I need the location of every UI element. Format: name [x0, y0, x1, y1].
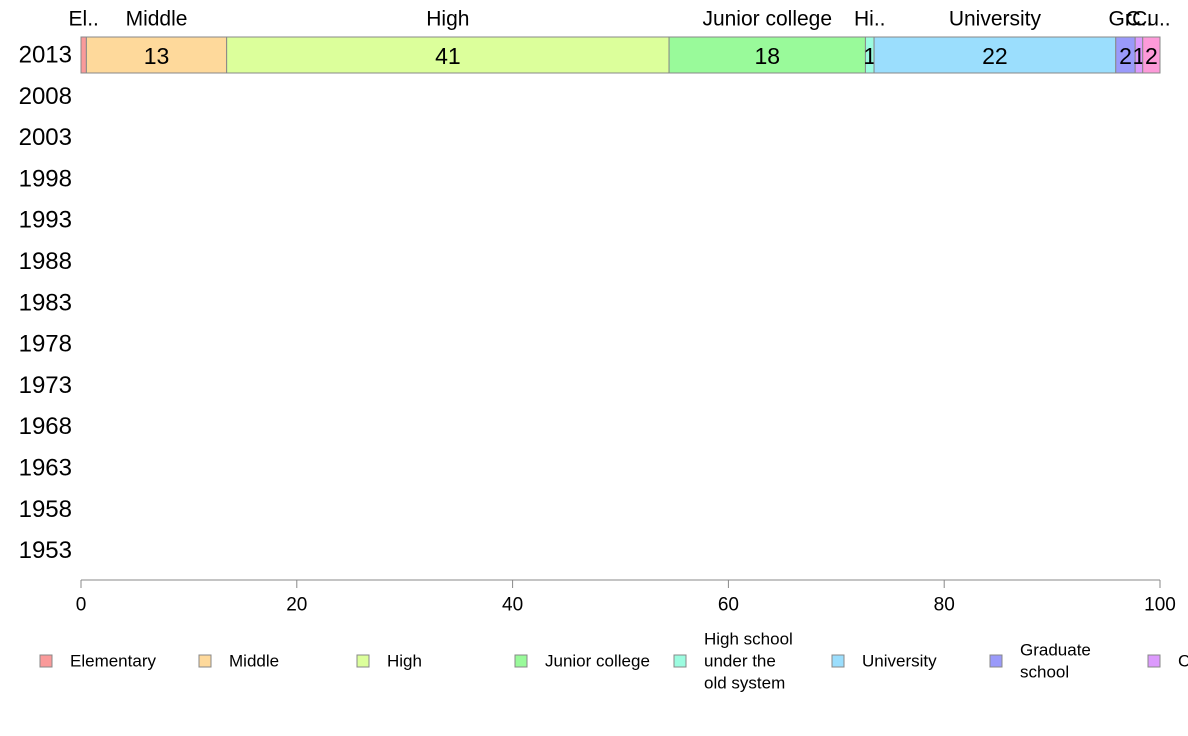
- top-series-label: El..: [69, 8, 99, 31]
- legend-label: High school: [704, 630, 793, 649]
- bar-value-label: 1: [863, 43, 876, 69]
- year-label: 1973: [19, 372, 72, 399]
- bar-segment-2013-0: [80, 36, 87, 74]
- top-series-labels: El.. Middle High Junior college Hi.. Universi…: [69, 8, 1171, 31]
- legend-label: High: [387, 652, 422, 671]
- legend-label: Graduate: [1020, 641, 1091, 660]
- year-label: 1993: [19, 207, 72, 234]
- bar-value-label: 22: [982, 43, 1008, 69]
- year-label: 1998: [19, 165, 72, 192]
- top-series-label: High: [426, 8, 469, 31]
- legend-swatch: [514, 654, 528, 668]
- year-label: 1968: [19, 413, 72, 440]
- x-axis-tick-label: 40: [502, 595, 523, 616]
- year-label: 1953: [19, 537, 72, 564]
- legend-swatch: [831, 654, 845, 668]
- bar-value-label: 41: [435, 43, 461, 69]
- top-series-label: Gr..: [1109, 8, 1143, 31]
- x-axis-tick-label: 0: [76, 595, 87, 616]
- top-series-label: C..: [1126, 8, 1153, 31]
- top-series-label: Middle: [126, 8, 188, 31]
- top-series-label: University: [949, 8, 1042, 31]
- legend-label: Elementary: [70, 652, 156, 671]
- plot-area: 13 41 18 1 22 2 1 2: [80, 36, 1161, 74]
- bar-value-label: 2: [1119, 43, 1132, 69]
- legend-label: Middle: [229, 652, 279, 671]
- bar-value-label: 13: [144, 43, 170, 69]
- year-label: 2003: [19, 124, 72, 151]
- legend: Elementary Middle High Junior college High s…: [39, 630, 1188, 693]
- bar-value-label: 2: [1145, 43, 1158, 69]
- y-axis-year-labels: 2013 2008 2003 1998 1993 1988 1983 1978 1973 1968…: [19, 42, 72, 565]
- bar-segment-2013-1: [85, 36, 228, 74]
- bar-segment-2013-5: [873, 36, 1117, 74]
- legend-label: school: [1020, 663, 1069, 682]
- bar-segment-2013-3: [668, 36, 866, 74]
- legend-swatch: [39, 654, 53, 668]
- legend-label: old system: [704, 674, 785, 693]
- year-label: 1958: [19, 496, 72, 523]
- year-label: 2008: [19, 83, 72, 110]
- x-axis-tick-label: 100: [1144, 595, 1176, 616]
- year-label: 1978: [19, 331, 72, 358]
- bar-value-label: 1: [1133, 43, 1146, 69]
- top-series-label: Hi..: [854, 8, 886, 31]
- legend-swatch: [356, 654, 370, 668]
- legend-swatch: [673, 654, 687, 668]
- year-label: 1983: [19, 289, 72, 316]
- bar-segment-2013-8: [1142, 36, 1161, 74]
- top-series-label: Junior college: [702, 8, 832, 31]
- legend-label: University: [862, 652, 937, 671]
- year-label: 1988: [19, 248, 72, 275]
- legend-swatch: [989, 654, 1003, 668]
- x-axis-tick-label: 80: [934, 595, 955, 616]
- x-axis: 0 20 40 60 80 100: [76, 579, 1176, 616]
- x-axis-tick-label: 60: [718, 595, 739, 616]
- legend-swatch: [198, 654, 212, 668]
- year-label: 2013: [19, 42, 72, 69]
- legend-label: Junior college: [545, 652, 650, 671]
- bar-segment-2013-2: [226, 36, 670, 74]
- legend-swatch: [1147, 654, 1161, 668]
- legend-label: under the: [704, 652, 776, 671]
- year-label: 1963: [19, 455, 72, 482]
- bar-value-label: 18: [754, 43, 780, 69]
- legend-label: C: [1178, 652, 1188, 671]
- top-series-label: Cu..: [1132, 8, 1171, 31]
- x-axis-tick-label: 20: [286, 595, 307, 616]
